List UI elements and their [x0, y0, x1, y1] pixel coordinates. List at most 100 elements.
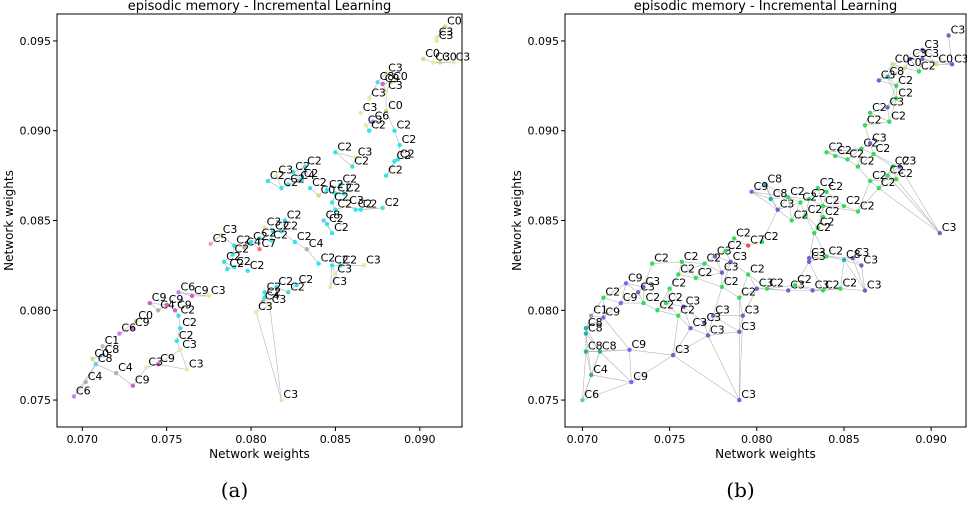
point-label: C3 [358, 146, 373, 159]
graph-edge [683, 306, 691, 329]
graph-edge [889, 98, 897, 122]
graph-edge [809, 256, 827, 263]
point-label: C3 [707, 311, 722, 324]
data-point [676, 313, 681, 318]
data-point [392, 128, 397, 133]
graph-edge [625, 283, 644, 288]
point-label: C2 [275, 219, 290, 232]
point-label: C3 [951, 24, 966, 37]
point-label: C3 [388, 79, 403, 92]
point-label: C2 [860, 200, 875, 213]
graph-edge [665, 302, 679, 316]
point-label: C3 [332, 275, 347, 288]
point-label: C2 [881, 176, 896, 189]
point-label: C2 [820, 176, 835, 189]
data-point [291, 169, 296, 175]
data-point [862, 123, 868, 128]
point-label: C8 [588, 322, 603, 335]
point-label: C2 [304, 167, 319, 180]
data-point [712, 254, 718, 259]
graph-edge [817, 206, 824, 228]
data-point [370, 119, 375, 124]
data-point [253, 309, 259, 315]
data-point [833, 153, 838, 159]
graph-edge [255, 304, 270, 313]
point-label: C2 [727, 239, 742, 252]
point-label: C2 [229, 257, 244, 270]
graph-edge [800, 202, 806, 216]
data-point [279, 229, 284, 234]
graph-edge [751, 184, 766, 193]
x-tick-label: 0.085 [828, 433, 860, 446]
graph-edge [695, 277, 722, 288]
data-point [329, 200, 335, 205]
data-point [775, 207, 780, 212]
data-point [338, 263, 343, 268]
point-label: C3 [182, 338, 197, 351]
point-label: C2 [794, 209, 809, 222]
data-point [324, 221, 330, 227]
point-label: C2 [278, 275, 293, 288]
y-tick-layer: 0.075 0.080 0.085 0.090 0.095 [528, 35, 565, 407]
y-axis-label: Network weights [2, 170, 16, 271]
point-label: C2 [867, 113, 882, 126]
point-label: C2 [179, 329, 194, 342]
point-label: C4 [88, 370, 103, 383]
data-point [156, 362, 161, 367]
graph-edge [791, 202, 801, 221]
data-point [792, 282, 798, 288]
point-label: C2 [236, 255, 251, 268]
data-point [93, 362, 99, 367]
graph-edge [887, 175, 941, 234]
point-label: C2 [764, 230, 779, 243]
data-point [737, 329, 742, 334]
data-point [885, 105, 890, 110]
graph-edge [620, 283, 627, 304]
data-point [719, 270, 725, 275]
graph-edge [179, 349, 188, 370]
chart-title: episodic memory - Incremental Learning [128, 0, 391, 14]
point-label: C2 [891, 110, 906, 123]
data-point [806, 259, 812, 264]
data-point [806, 196, 812, 202]
data-point [358, 207, 363, 212]
point-label: C2 [270, 169, 285, 182]
graph-edge [721, 261, 731, 287]
data-point [345, 203, 350, 209]
graph-edge [95, 363, 117, 374]
x-tick-label: 0.085 [320, 433, 352, 446]
data-point [270, 229, 276, 234]
graph-edge [672, 354, 740, 401]
point-label: C2 [287, 209, 302, 222]
point-label: C3 [717, 244, 732, 257]
graph-edge [347, 205, 361, 210]
graph-edge [690, 322, 705, 329]
point-label: C5 [213, 232, 228, 245]
data-point [815, 186, 820, 191]
graph-edge [690, 327, 709, 336]
data-point [353, 207, 358, 212]
data-point [262, 290, 267, 295]
graph-edge [843, 259, 866, 291]
graph-edge [585, 317, 604, 329]
point-label: C3 [363, 101, 378, 114]
point-label: C4 [118, 361, 133, 374]
data-point [693, 275, 698, 281]
data-point [178, 326, 183, 331]
data-point [218, 232, 223, 238]
point-label: C2 [698, 266, 713, 279]
data-point [894, 177, 899, 182]
graph-edge [805, 198, 810, 216]
point-label: C2 [898, 167, 913, 180]
point-label: C2 [267, 280, 282, 293]
point-label: C9 [632, 338, 647, 351]
point-label: C1 [105, 334, 120, 347]
point-label: C2 [290, 173, 305, 186]
point-label: C3 [640, 280, 655, 293]
graph-edge [294, 241, 307, 250]
graph-edge [826, 256, 853, 259]
graph-edge [695, 263, 705, 279]
data-point [176, 290, 181, 295]
graph-edge [695, 272, 722, 279]
point-label: C3 [189, 358, 204, 371]
